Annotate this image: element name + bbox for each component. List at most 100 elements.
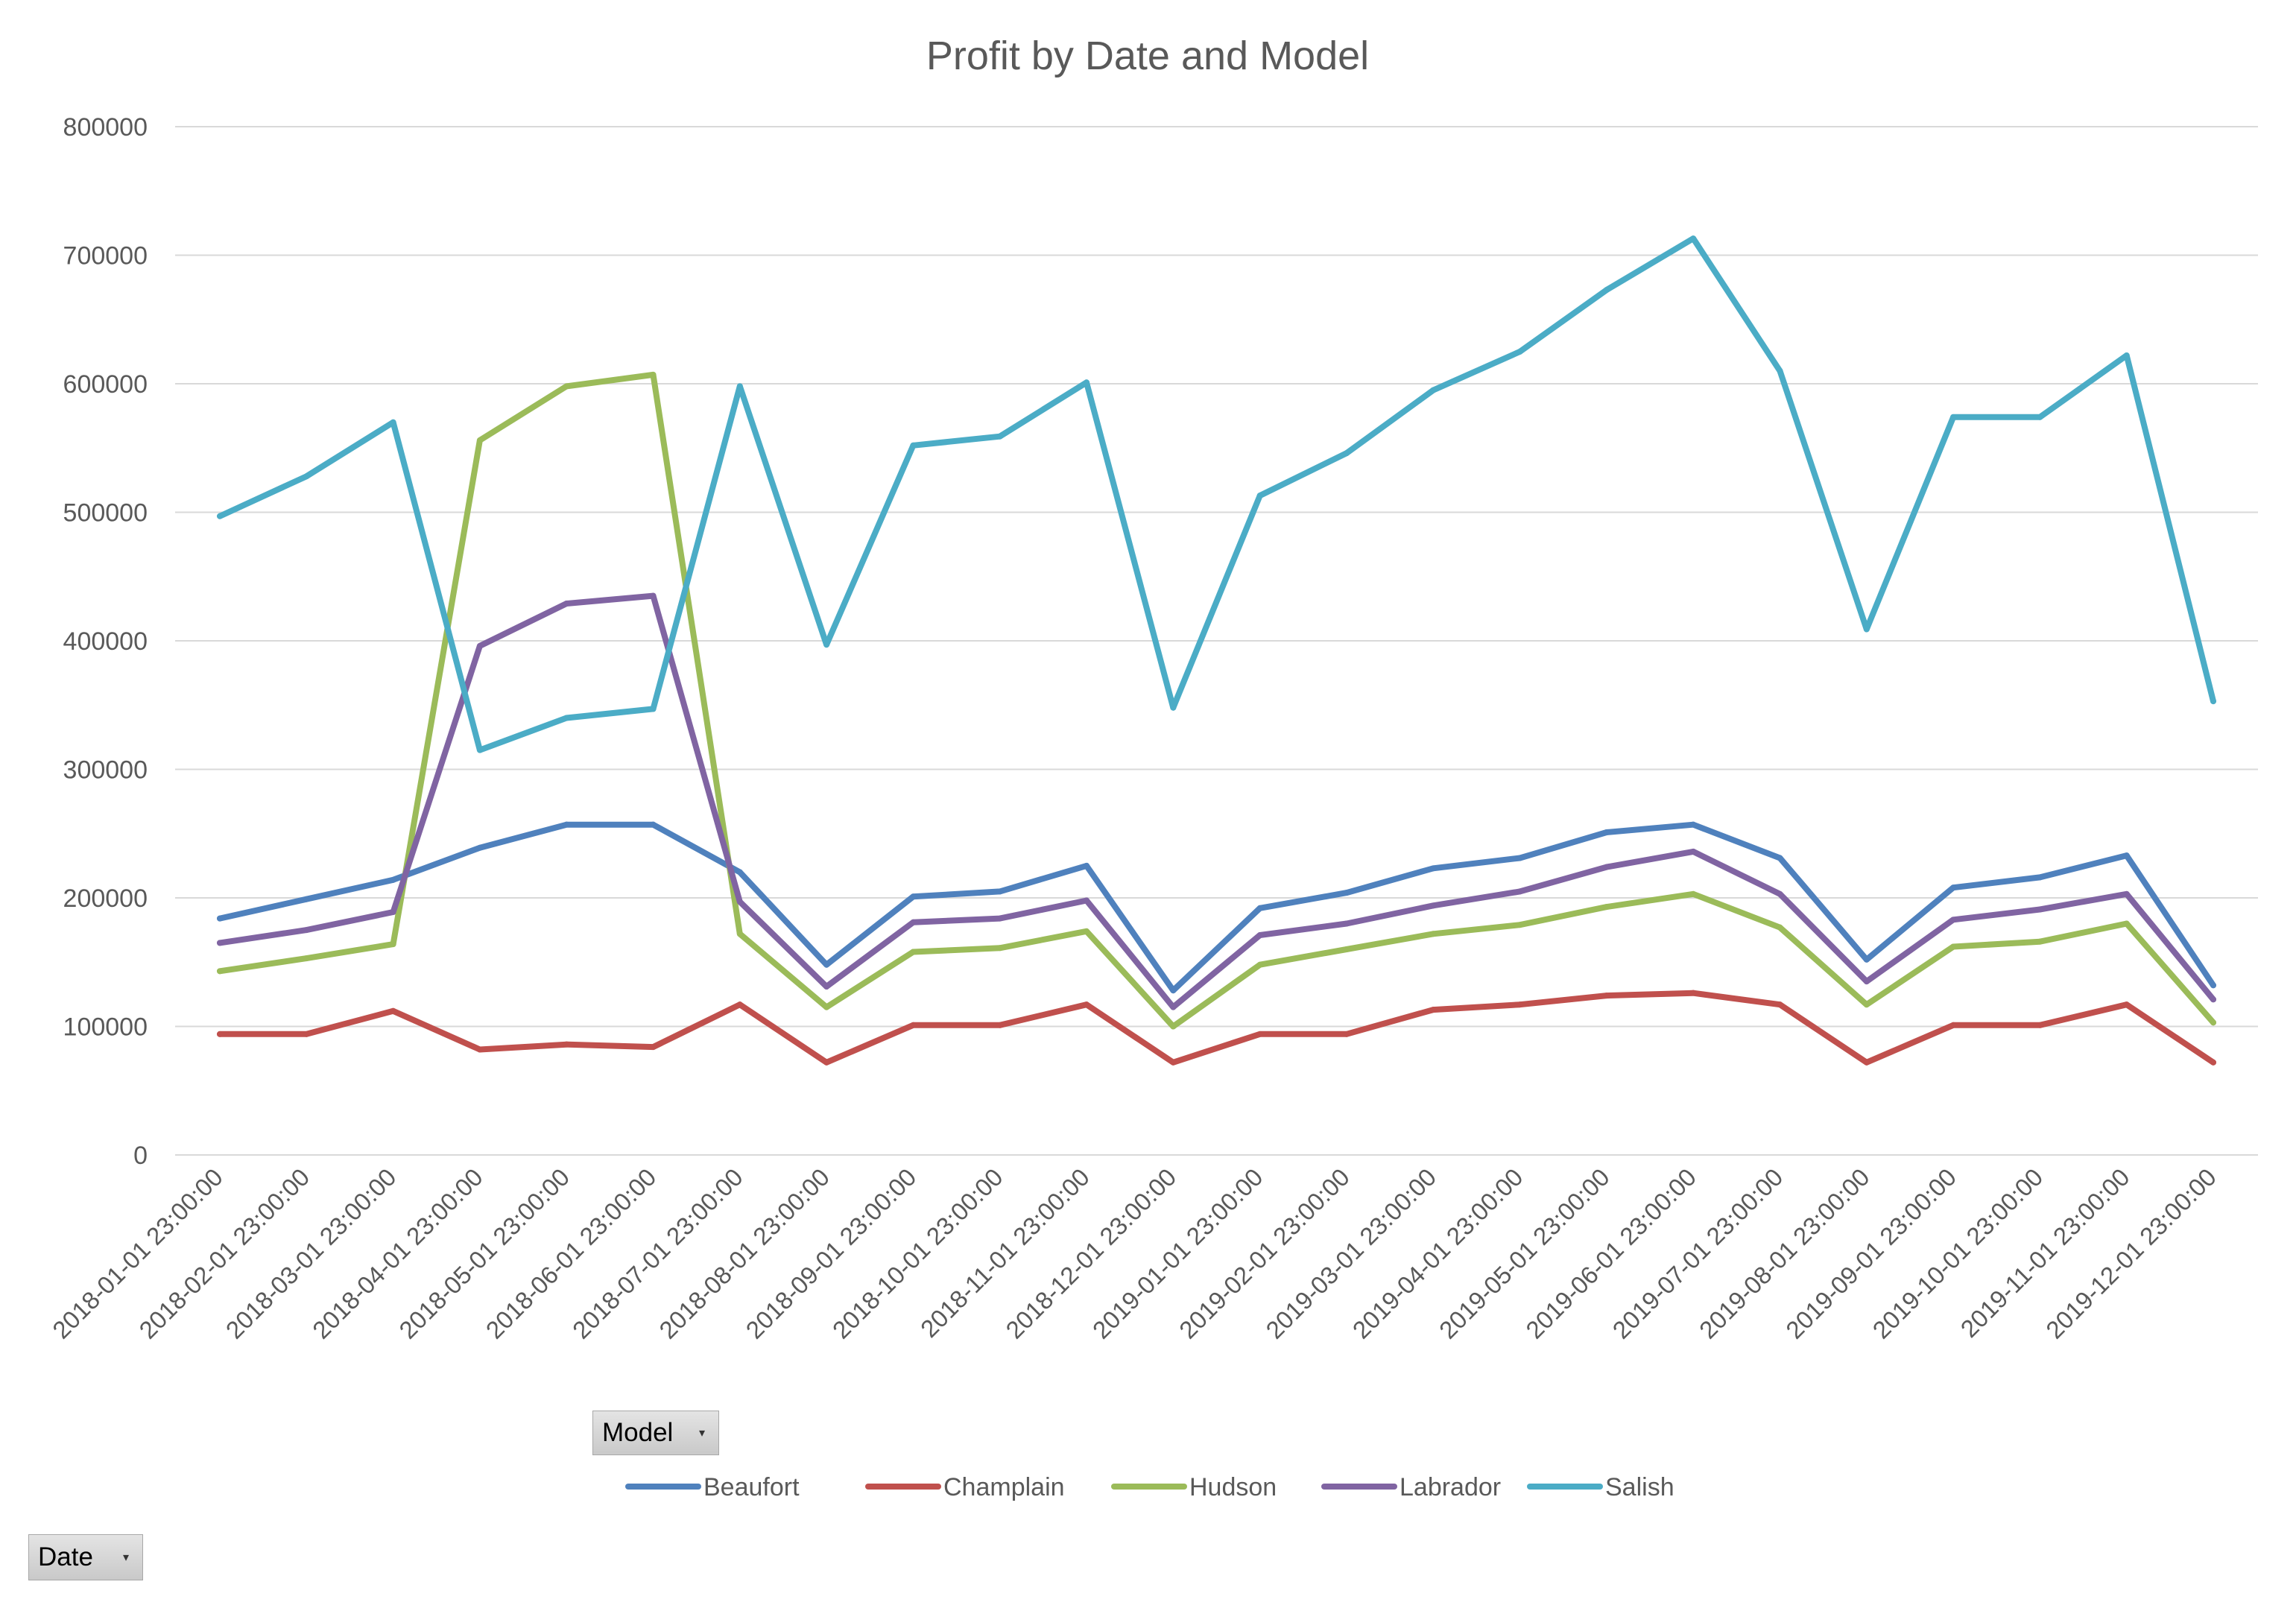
data-point-hudson	[1863, 1001, 1870, 1008]
data-point-champlain	[650, 1044, 657, 1051]
data-point-beaufort	[1690, 821, 1697, 828]
data-point-salish	[2210, 698, 2216, 705]
data-point-hudson	[1950, 943, 1957, 950]
data-point-salish	[1430, 387, 1437, 393]
data-point-labrador	[910, 919, 917, 925]
data-point-salish	[650, 706, 657, 712]
data-point-champlain	[563, 1041, 570, 1048]
data-point-hudson	[476, 437, 483, 443]
data-point-salish	[823, 642, 830, 648]
data-point-champlain	[390, 1007, 396, 1014]
data-point-champlain	[1170, 1059, 1177, 1066]
data-point-beaufort	[736, 869, 743, 876]
y-tick-label: 200000	[63, 884, 148, 913]
data-point-beaufort	[1603, 829, 1610, 836]
data-point-salish	[563, 715, 570, 721]
data-point-beaufort	[1256, 905, 1263, 911]
data-point-labrador	[1256, 932, 1263, 939]
legend-item-champlain: Champlain	[943, 1473, 1065, 1501]
data-point-hudson	[823, 1004, 830, 1010]
data-point-labrador	[2123, 890, 2130, 897]
data-point-labrador	[1517, 888, 1523, 895]
data-point-beaufort	[2123, 852, 2130, 859]
data-point-salish	[2123, 352, 2130, 359]
data-point-labrador	[217, 940, 223, 946]
data-point-hudson	[2210, 1019, 2216, 1026]
data-point-labrador	[2037, 906, 2043, 913]
data-point-champlain	[736, 1001, 743, 1008]
data-point-salish	[1950, 414, 1957, 420]
data-point-champlain	[2037, 1022, 2043, 1028]
data-point-salish	[1084, 379, 1090, 386]
data-point-salish	[1863, 626, 1870, 633]
dropdown-arrow-icon: ▾	[698, 1427, 705, 1440]
data-point-labrador	[390, 908, 396, 915]
data-point-champlain	[823, 1059, 830, 1066]
data-point-champlain	[1343, 1031, 1350, 1037]
legend-item-beaufort: Beaufort	[703, 1473, 800, 1501]
dropdown-arrow-icon: ▾	[122, 1551, 129, 1564]
data-point-labrador	[2210, 996, 2216, 1003]
data-point-beaufort	[996, 888, 1003, 895]
data-point-beaufort	[1084, 862, 1090, 869]
data-point-beaufort	[1430, 865, 1437, 872]
data-point-labrador	[996, 915, 1003, 922]
date-filter-button[interactable]: Date ▾	[28, 1534, 143, 1580]
data-point-champlain	[1777, 1001, 1783, 1008]
data-point-hudson	[563, 383, 570, 390]
data-point-hudson	[217, 968, 223, 975]
y-tick-label: 700000	[63, 242, 148, 270]
data-point-salish	[1690, 235, 1697, 242]
data-point-labrador	[1343, 920, 1350, 927]
data-point-champlain	[1256, 1031, 1263, 1037]
data-point-labrador	[1690, 848, 1697, 855]
data-point-beaufort	[1863, 956, 1870, 963]
data-point-salish	[996, 433, 1003, 440]
series-line-beaufort	[217, 821, 2216, 994]
data-point-hudson	[1430, 931, 1437, 937]
data-point-beaufort	[303, 896, 310, 902]
y-tick-label: 300000	[63, 756, 148, 785]
data-point-labrador	[650, 592, 657, 599]
data-point-beaufort	[1517, 855, 1523, 861]
series-line-salish	[217, 235, 2216, 753]
data-point-labrador	[303, 927, 310, 934]
y-tick-label: 100000	[63, 1013, 148, 1042]
data-point-beaufort	[476, 844, 483, 851]
data-point-salish	[1170, 704, 1177, 711]
y-tick-label: 500000	[63, 499, 148, 528]
data-point-champlain	[2210, 1059, 2216, 1066]
model-filter-label: Model	[602, 1418, 674, 1447]
data-point-labrador	[736, 899, 743, 905]
data-point-salish	[910, 442, 917, 449]
data-point-champlain	[910, 1022, 917, 1028]
data-point-salish	[1777, 367, 1783, 374]
data-point-champlain	[996, 1022, 1003, 1028]
data-point-beaufort	[2037, 874, 2043, 881]
data-point-beaufort	[1777, 855, 1783, 861]
data-point-beaufort	[823, 961, 830, 968]
data-point-labrador	[1863, 978, 1870, 985]
data-point-beaufort	[563, 821, 570, 828]
data-point-labrador	[1084, 897, 1090, 904]
data-point-salish	[736, 383, 743, 390]
data-point-beaufort	[217, 915, 223, 922]
data-point-champlain	[1603, 993, 1610, 999]
data-point-salish	[1256, 493, 1263, 499]
data-point-salish	[1517, 348, 1523, 355]
data-point-champlain	[1690, 990, 1697, 996]
series-line-champlain	[217, 990, 2216, 1066]
data-point-labrador	[1603, 864, 1610, 870]
data-point-hudson	[1256, 961, 1263, 968]
model-filter-button[interactable]: Model ▾	[592, 1411, 719, 1455]
data-point-beaufort	[910, 893, 917, 900]
legend-item-hudson: Hudson	[1189, 1473, 1277, 1501]
data-point-salish	[1603, 287, 1610, 294]
data-point-salish	[390, 419, 396, 425]
data-point-salish	[217, 513, 223, 519]
series-line-hudson	[217, 371, 2216, 1030]
data-point-hudson	[303, 955, 310, 962]
data-point-hudson	[2123, 920, 2130, 927]
